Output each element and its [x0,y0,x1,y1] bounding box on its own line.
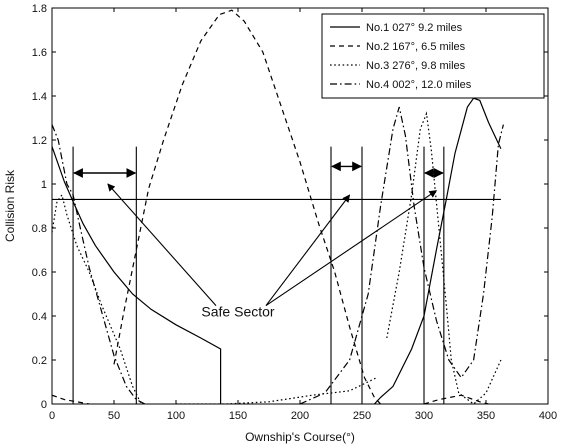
series-2-line [52,394,90,404]
series-1-line [52,146,222,404]
annotation-layer: Safe Sector [73,161,444,320]
legend-box [321,13,545,99]
safe-sector-pointer [265,190,438,307]
series-2-line [423,394,489,404]
y-tick-label: 1.4 [32,91,47,103]
x-tick-label: 200 [291,410,309,422]
x-axis-label: Ownship's Course(°) [245,430,355,444]
legend-entry-label: No.2 167°, 6.5 miles [366,41,466,53]
series-2-line [113,9,382,404]
y-tick-label: 1.2 [32,135,47,147]
y-tick-label: 0.8 [32,223,47,235]
legend-entry-label: No.3 276°, 9.8 miles [366,60,466,72]
series-3-line [176,377,378,404]
axes: 0 50 100 150 200 250 300 350 400 0 0.2 0.4 0.6 0.8 1 1.… [32,3,557,422]
safe-sector-pointer [265,194,351,306]
safe-sector-label: Safe Sector [201,304,274,320]
series-4-line [52,124,146,404]
x-tick-label: 250 [353,410,371,422]
y-tick-label: 1.8 [32,3,47,15]
x-tick-label: 100 [167,410,185,422]
series-1-line [373,97,502,404]
safe-sector-pointer [107,183,217,306]
y-tick-label: 1 [41,179,47,191]
x-tick-label: 50 [108,410,120,422]
plot-area [52,9,504,404]
y-tick-label: 0.4 [32,311,47,323]
series-4-line [299,106,504,404]
series-3-line [52,193,142,404]
legend-entry-label: No.4 002°, 12.0 miles [366,79,472,91]
y-axis-label: Collision Risk [3,169,17,242]
y-tick-label: 0.6 [32,267,47,279]
legend: No.1 027° 9.2 miles No.2 167°, 6.5 miles N… [321,13,545,99]
x-tick-label: 300 [415,410,433,422]
y-tick-label: 1.6 [32,47,47,59]
y-tick-label: 0 [41,399,47,411]
x-tick-label: 400 [539,410,557,422]
x-tick-label: 150 [229,410,247,422]
y-tick-label: 0.2 [32,355,47,367]
x-tick-label: 350 [477,410,495,422]
x-tick-label: 0 [49,410,55,422]
legend-entry-label: No.1 027° 9.2 miles [366,22,463,34]
